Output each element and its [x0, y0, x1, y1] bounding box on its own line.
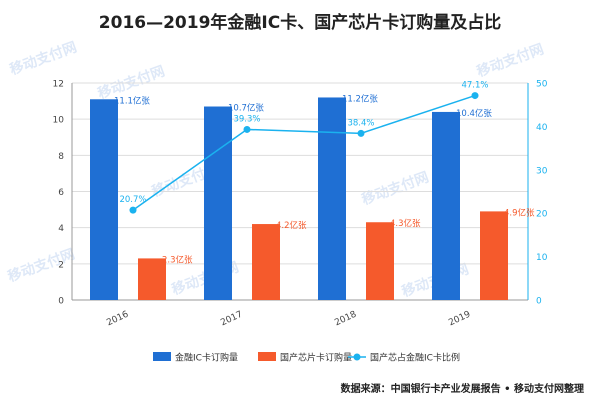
- bar-data-label: 4.2亿张: [276, 220, 307, 231]
- legend-swatch-0: [153, 352, 171, 361]
- y-left-tick-label: 10: [53, 116, 65, 126]
- bar-domestic-chip-2019: [480, 211, 508, 300]
- line-point-2019: [471, 92, 479, 100]
- line-point-2016: [129, 206, 137, 214]
- line-data-label: 20.7%: [119, 195, 146, 205]
- legend-label-2: 国产芯占金融IC卡比例: [370, 352, 460, 364]
- y-right-tick-label: 30: [536, 166, 548, 176]
- bar-domestic-chip-2017: [252, 224, 280, 300]
- y-right-tick-label: 0: [536, 297, 542, 307]
- y-left-tick-label: 2: [58, 260, 64, 270]
- line-data-label: 38.4%: [347, 118, 374, 128]
- bar-domestic-chip-2016: [138, 258, 166, 300]
- line-data-label: 47.1%: [461, 81, 488, 91]
- y-right-tick-label: 50: [536, 80, 548, 90]
- bar-data-label: 10.4亿张: [456, 108, 492, 119]
- legend-label-0: 金融IC卡订购量: [175, 352, 238, 364]
- x-tick-label: 2019: [447, 310, 472, 329]
- bar-data-label: 2.3亿张: [162, 254, 193, 265]
- x-tick-label: 2016: [105, 310, 130, 329]
- bar-ic-card-2018: [318, 97, 346, 300]
- y-left-tick-label: 4: [58, 224, 64, 234]
- line-point-2017: [243, 125, 251, 133]
- y-right-tick-label: 40: [536, 123, 548, 133]
- bar-data-label: 4.9亿张: [504, 207, 535, 218]
- legend-swatch-dot: [353, 353, 361, 361]
- bar-data-label: 11.2亿张: [342, 93, 378, 104]
- x-tick-label: 2018: [333, 310, 358, 329]
- y-left-tick-label: 8: [58, 152, 64, 162]
- bar-ic-card-2016: [90, 99, 118, 301]
- bar-data-label: 10.7亿张: [228, 103, 264, 114]
- y-left-tick-label: 6: [58, 188, 64, 198]
- bar-data-label: 4.3亿张: [390, 218, 421, 229]
- y-right-tick-label: 10: [536, 253, 548, 263]
- y-left-tick-label: 0: [58, 297, 64, 307]
- data-source: 数据来源：中国银行卡产业发展报告 • 移动支付网整理: [340, 384, 584, 395]
- legend-swatch-1: [258, 352, 276, 361]
- line-ratio-series: [132, 94, 476, 211]
- y-left-tick-label: 12: [53, 80, 64, 90]
- chart-title: 2016—2019年金融IC卡、国产芯片卡订购量及占比: [98, 13, 502, 33]
- line-data-label: 39.3%: [233, 114, 260, 124]
- x-tick-label: 2017: [219, 310, 244, 329]
- line-point-2018: [357, 129, 365, 137]
- bar-ic-card-2017: [204, 106, 232, 300]
- bar-data-label: 11.1亿张: [114, 95, 150, 106]
- bar-ic-card-2019: [432, 111, 460, 300]
- legend-label-1: 国产芯片卡订购量: [280, 352, 352, 364]
- bar-domestic-chip-2018: [366, 222, 394, 300]
- y-right-tick-label: 20: [536, 210, 548, 220]
